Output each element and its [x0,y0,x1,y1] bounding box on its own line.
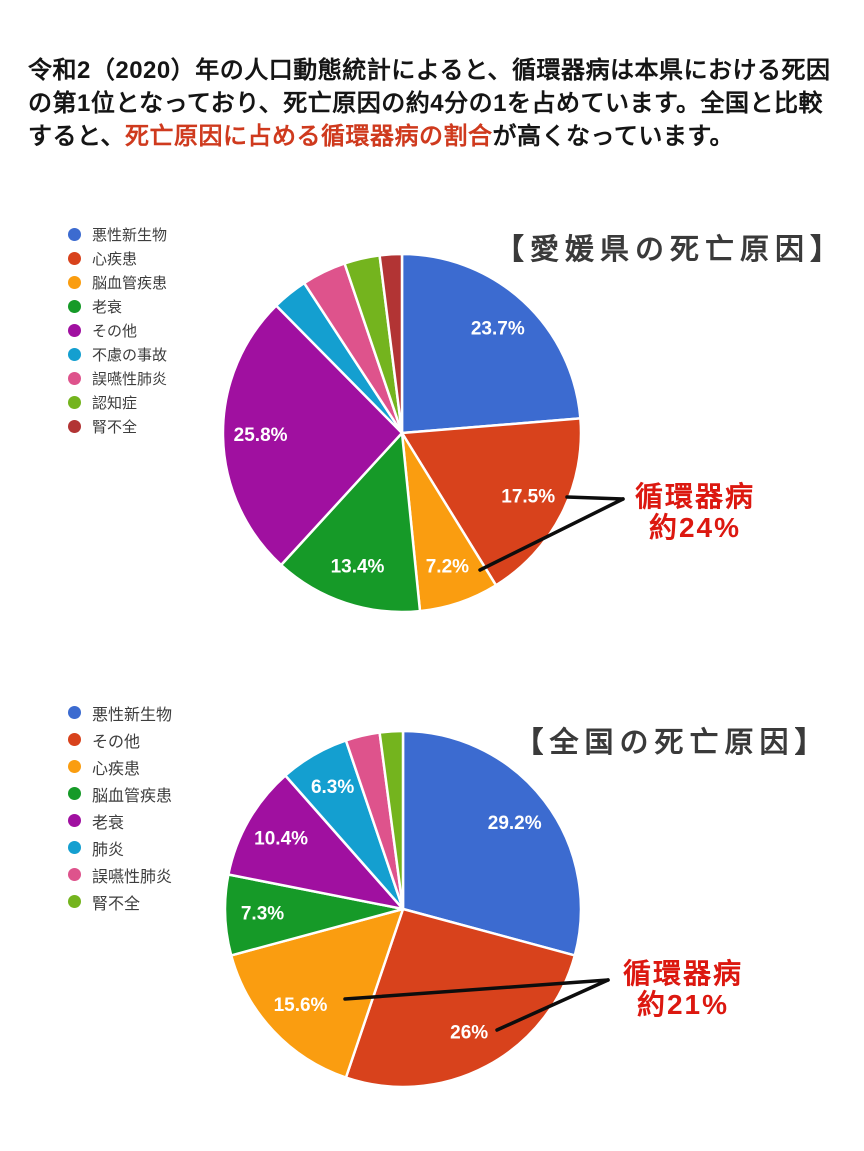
callout-label: 循環器病 [622,958,743,989]
pie-slice-心疾患 [229,907,405,1079]
legend-item-label: 心疾患 [92,250,138,268]
legend-item: 認知症 [68,390,167,414]
legend-item-label: その他 [92,733,141,751]
legend-item: 腎不全 [68,414,167,438]
legend-item-label: 心疾患 [92,760,141,778]
pie-slice-その他 [221,304,404,567]
legend-item: 悪性新生物 [68,222,167,246]
legend-item: 心疾患 [68,246,167,270]
intro-line-2: 第1位となっており、死亡原因の約4分の1を占めています。全国と比較する [28,90,824,150]
legend-color-dot [68,733,81,746]
callout-value: 約21% [636,989,730,1020]
pie-slice-老衰 [227,774,405,911]
legend-item-label: 認知症 [92,394,138,412]
legend-color-dot [68,868,81,881]
legend-item: 肺炎 [68,834,172,861]
ehime-circulatory-callout: 循環器病 約24% [600,481,790,543]
legend-color-dot [68,841,81,854]
pie-slice-value-label: 7.3% [241,903,284,924]
legend-color-dot [68,251,81,265]
national-chart-legend: 悪性新生物その他心疾患脳血管疾患老衰肺炎誤嚥性肺炎腎不全 [68,699,172,915]
legend-color-dot [68,371,81,385]
legend-color-dot [68,895,81,908]
legend-item-label: 腎不全 [92,895,141,913]
national-circulatory-callout: 循環器病 約21% [588,958,778,1020]
legend-color-dot [68,760,81,773]
legend-item: 老衰 [68,294,167,318]
legend-item: その他 [68,726,172,753]
legend-color-dot [68,299,81,313]
callout-connector-line [565,495,625,501]
pie-slice-value-label: 23.7% [471,319,525,340]
legend-item-label: 老衰 [92,814,125,832]
legend-item: 悪性新生物 [68,699,172,726]
legend-color-dot [68,706,81,719]
intro-line-1: 令和2（2020）年の人口動態統計によると、循環器病は本県における死因の [28,57,831,117]
legend-item: 腎不全 [68,888,172,915]
pie-slice-腎不全 [378,729,405,911]
legend-item-label: 脳血管疾患 [92,787,173,805]
legend-item-label: 誤嚥性肺炎 [92,868,173,886]
intro-line-3: と、死亡原因に占める循環器病の割合が高くなっています。 [77,123,734,150]
legend-color-dot [68,323,81,337]
pie-slice-腎不全 [378,252,404,435]
legend-color-dot [68,347,81,361]
legend-item-label: 不慮の事故 [92,346,168,364]
legend-item-label: その他 [92,322,138,340]
legend-color-dot [68,419,81,433]
legend-item-label: 悪性新生物 [92,706,173,724]
legend-item-label: 悪性新生物 [92,226,168,244]
pie-slice-老衰 [279,431,422,614]
intro-highlight-text: 死亡原因に占める循環器病の割合 [125,123,493,150]
national-chart-title: 【全国の死亡原因】 [514,727,830,760]
callout-value: 約24% [648,512,742,543]
pie-slice-value-label: 25.8% [234,425,288,446]
pie-slice-value-label: 15.6% [274,995,328,1016]
legend-item-label: 肺炎 [92,841,125,859]
pie-slice-その他 [344,907,577,1089]
intro-paragraph: 令和2（2020）年の人口動態統計によると、循環器病は本県における死因の第1位と… [28,54,840,153]
ehime-chart-legend: 悪性新生物心疾患脳血管疾患老衰その他不慮の事故誤嚥性肺炎認知症腎不全 [68,222,167,438]
legend-item: その他 [68,318,167,342]
callout-connector-line [495,978,610,1032]
legend-item-label: 誤嚥性肺炎 [92,370,168,388]
pie-slice-value-label: 13.4% [331,557,385,578]
legend-color-dot [68,787,81,800]
legend-item: 不慮の事故 [68,342,167,366]
pie-slice-value-label: 26% [450,1023,488,1044]
callout-label: 循環器病 [634,481,755,512]
legend-item-label: 脳血管疾患 [92,274,168,292]
pie-slice-悪性新生物 [401,729,583,957]
legend-item-label: 老衰 [92,298,123,316]
legend-color-dot [68,814,81,827]
legend-item: 老衰 [68,807,172,834]
legend-color-dot [68,227,81,241]
legend-item: 誤嚥性肺炎 [68,861,172,888]
legend-item: 脳血管疾患 [68,270,167,294]
callout-connector-line [343,978,610,1001]
legend-item: 心疾患 [68,753,172,780]
pie-slice-value-label: 29.2% [488,813,542,834]
legend-color-dot [68,275,81,289]
legend-color-dot [68,395,81,409]
legend-item: 脳血管疾患 [68,780,172,807]
ehime-chart-title: 【愛媛県の死亡原因】 [494,234,845,267]
legend-item: 誤嚥性肺炎 [68,366,167,390]
pie-slice-value-label: 6.3% [311,777,354,798]
pie-slice-value-label: 7.2% [426,556,469,577]
pie-slice-value-label: 17.5% [501,486,555,507]
callout-connector-line [478,497,625,572]
legend-item-label: 腎不全 [92,418,138,436]
pie-slice-value-label: 10.4% [254,828,308,849]
pie-slice-悪性新生物 [400,252,582,435]
